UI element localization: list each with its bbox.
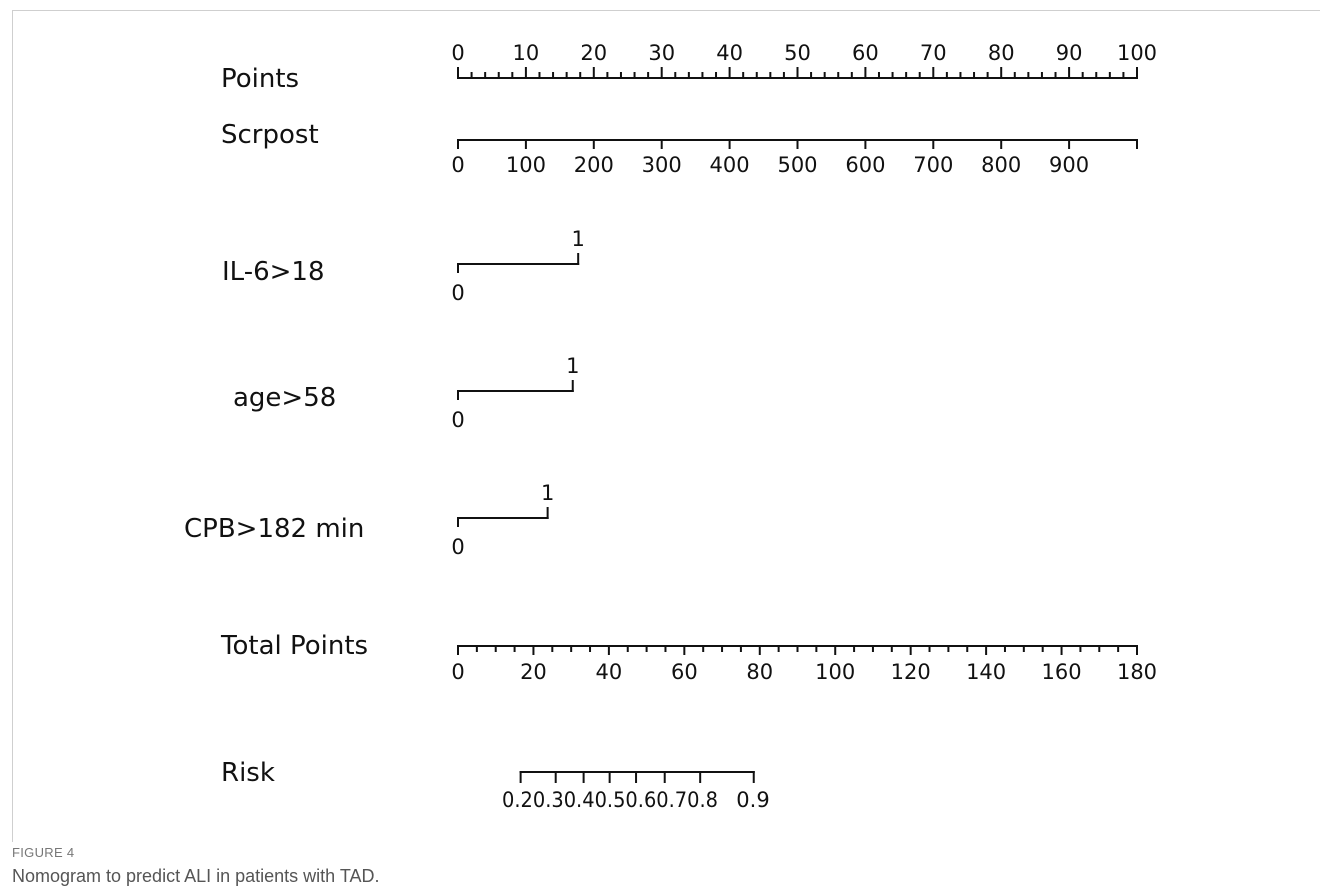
scrpost-tick-label: 500: [777, 153, 817, 177]
figure-label: FIGURE 4: [12, 845, 75, 860]
scrpost-tick-label: 300: [642, 153, 682, 177]
variable-level-label-il-6-18: 0: [451, 281, 464, 305]
total-points-tick-label: 120: [891, 660, 931, 684]
total-points-tick-label: 20: [520, 660, 547, 684]
figure-frame: [12, 10, 1320, 842]
total-points-tick-label: 140: [966, 660, 1006, 684]
points-tick-label: 70: [920, 41, 947, 65]
scrpost-tick-label: 700: [913, 153, 953, 177]
points-tick-label: 50: [784, 41, 811, 65]
points-tick-label: 40: [716, 41, 743, 65]
total-points-tick-label: 100: [815, 660, 855, 684]
risk-label: Risk: [221, 758, 275, 788]
points-tick-label: 10: [513, 41, 540, 65]
scrpost-tick-label: 900: [1049, 153, 1089, 177]
total-points-tick-label: 160: [1042, 660, 1082, 684]
risk-tick-label-last: 0.9: [736, 788, 769, 812]
points-tick-label: 90: [1056, 41, 1083, 65]
variable-level-label-age-58: 0: [451, 408, 464, 432]
total-points-tick-label: 0: [451, 660, 464, 684]
scrpost-tick-label: 600: [845, 153, 885, 177]
variable-label-cpb-182-min: CPB>182 min: [184, 514, 364, 544]
total-points-tick-label: 60: [671, 660, 698, 684]
figure-caption: Nomogram to predict ALI in patients with…: [12, 866, 380, 886]
scrpost-tick-label: 200: [574, 153, 614, 177]
risk-tick-labels: 0.20.30.40.50.60.70.8: [502, 788, 718, 812]
total-points-label: Total Points: [220, 631, 368, 661]
points-tick-label: 30: [648, 41, 675, 65]
variable-level-label-cpb-182-min: 1: [541, 481, 554, 505]
total-points-tick-label: 40: [596, 660, 623, 684]
scrpost-tick-label: 100: [506, 153, 546, 177]
points-tick-label: 20: [580, 41, 607, 65]
points-tick-label: 80: [988, 41, 1015, 65]
total-points-tick-label: 80: [746, 660, 773, 684]
scrpost-tick-label: 800: [981, 153, 1021, 177]
variable-level-label-cpb-182-min: 0: [451, 535, 464, 559]
scrpost-tick-label: 400: [710, 153, 750, 177]
total-points-tick-label: 180: [1117, 660, 1157, 684]
axes-layer: [457, 67, 1138, 783]
variable-label-age-58: age>58: [233, 383, 336, 413]
variable-label-il-6-18: IL-6>18: [222, 257, 325, 287]
variable-label-scrpost: Scrpost: [221, 120, 319, 150]
points-tick-label: 60: [852, 41, 879, 65]
scrpost-tick-label: 0: [451, 153, 464, 177]
variable-level-label-il-6-18: 1: [571, 227, 584, 251]
points-tick-label: 100: [1117, 41, 1157, 65]
points-label: Points: [221, 64, 299, 94]
variable-level-label-age-58: 1: [566, 354, 579, 378]
points-tick-label: 0: [451, 41, 464, 65]
